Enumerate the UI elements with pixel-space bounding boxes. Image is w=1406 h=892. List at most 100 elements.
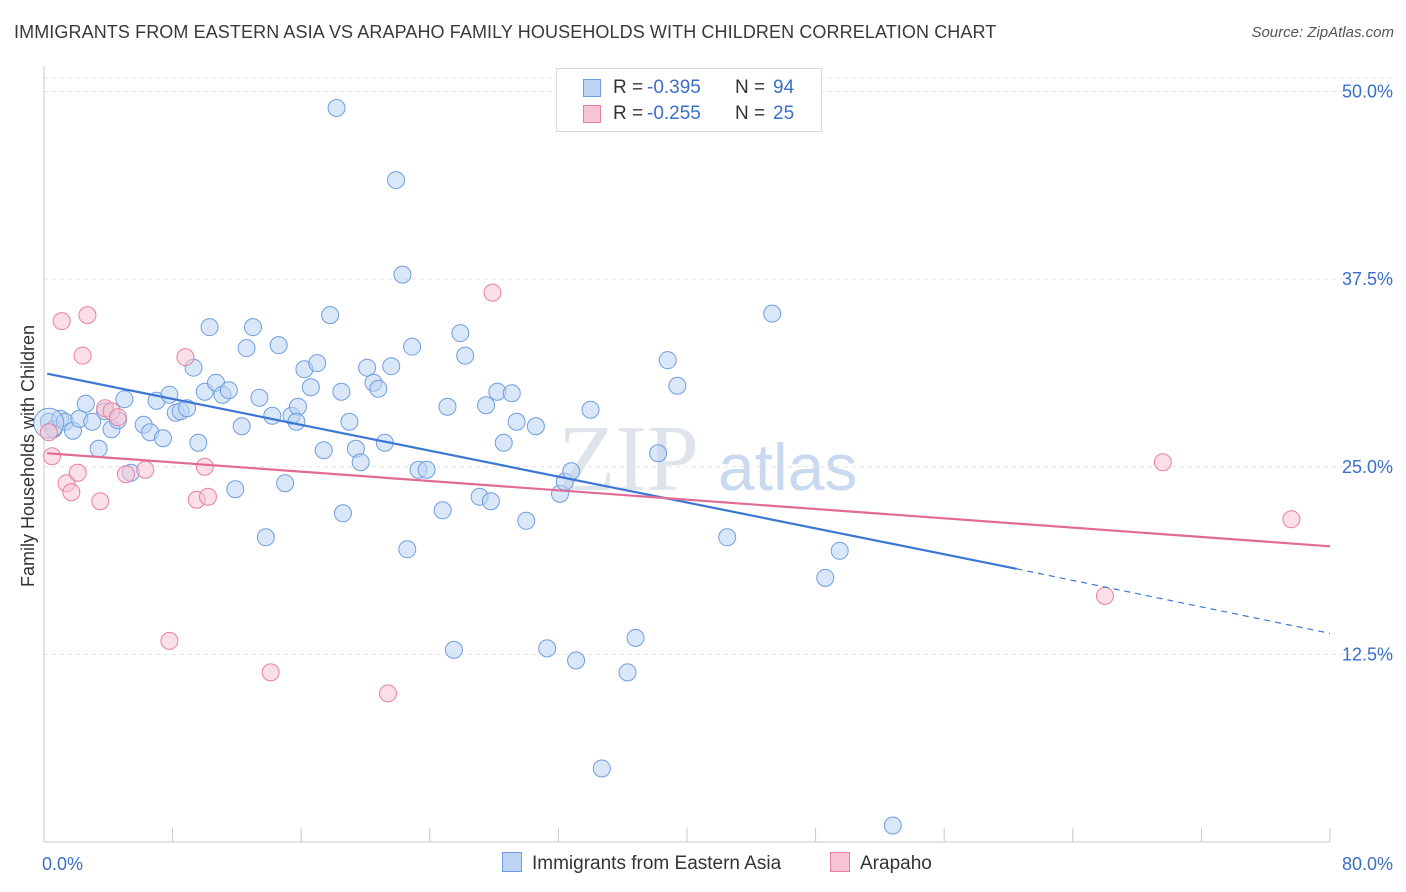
data-point bbox=[108, 408, 127, 427]
data-point bbox=[567, 651, 586, 670]
data-point bbox=[115, 390, 134, 409]
trend-line-immigrants-extension bbox=[1016, 568, 1331, 634]
bottom-legend-label-arapaho: Arapaho bbox=[860, 853, 932, 874]
data-point bbox=[718, 528, 737, 547]
data-point bbox=[232, 417, 251, 436]
legend-r-label: R = bbox=[613, 77, 644, 98]
x-tick-label-max: 80.0% bbox=[1342, 854, 1393, 874]
legend-r-value: -0.395 bbox=[647, 77, 701, 98]
legend-swatch-pink bbox=[583, 105, 601, 123]
data-point bbox=[39, 423, 58, 442]
data-point bbox=[160, 631, 179, 650]
data-point bbox=[830, 541, 849, 560]
watermark: ZIP atlas bbox=[558, 407, 857, 511]
data-point bbox=[592, 759, 611, 778]
data-point bbox=[517, 511, 536, 530]
data-point bbox=[883, 816, 902, 835]
data-point bbox=[340, 412, 359, 431]
y-tick-label: 25.0% bbox=[1342, 457, 1393, 477]
data-point bbox=[403, 337, 422, 356]
data-point bbox=[763, 304, 782, 323]
data-point bbox=[649, 444, 668, 463]
x-tick-label-min: 0.0% bbox=[42, 854, 83, 874]
gridlines bbox=[44, 77, 1392, 655]
data-point bbox=[52, 312, 71, 331]
data-point bbox=[160, 385, 179, 404]
data-point bbox=[387, 171, 406, 190]
legend-swatch-blue bbox=[583, 79, 601, 97]
data-point bbox=[438, 397, 457, 416]
data-point bbox=[261, 663, 280, 682]
trend-lines bbox=[46, 372, 1331, 634]
data-point bbox=[62, 483, 81, 502]
data-point bbox=[263, 406, 282, 425]
data-point bbox=[333, 504, 352, 523]
bottom-legend-swatch-pink bbox=[830, 852, 850, 872]
data-point bbox=[76, 394, 95, 413]
data-point bbox=[618, 663, 637, 682]
legend-n-label: N = bbox=[735, 77, 766, 98]
data-point bbox=[200, 318, 219, 337]
data-point bbox=[1153, 453, 1172, 472]
watermark-zip: ZIP bbox=[558, 407, 699, 511]
legend-r-value: -0.255 bbox=[647, 103, 701, 124]
data-point bbox=[276, 474, 295, 493]
data-point bbox=[301, 378, 320, 397]
source-credit: Source: ZipAtlas.com bbox=[1251, 24, 1394, 41]
data-point bbox=[178, 399, 197, 418]
data-point bbox=[477, 396, 496, 415]
y-tick-label: 37.5% bbox=[1342, 269, 1393, 289]
bottom-legend-arapaho: Arapaho bbox=[830, 852, 932, 875]
data-point bbox=[507, 412, 526, 431]
bottom-legend-swatch-blue bbox=[502, 852, 522, 872]
data-point bbox=[83, 412, 102, 431]
y-axis-title: Family Households with Children bbox=[18, 325, 38, 587]
data-point bbox=[198, 487, 217, 506]
data-point bbox=[444, 640, 463, 659]
data-point bbox=[43, 447, 62, 466]
data-point bbox=[189, 433, 208, 452]
data-point bbox=[269, 336, 288, 355]
trend-line-immigrants bbox=[46, 372, 1017, 570]
data-point bbox=[451, 324, 470, 343]
data-point bbox=[1095, 586, 1114, 605]
data-point bbox=[456, 346, 475, 365]
trend-line-arapaho bbox=[47, 452, 1331, 548]
data-point bbox=[314, 441, 333, 460]
data-point bbox=[327, 99, 346, 118]
data-point bbox=[91, 492, 110, 511]
data-point bbox=[581, 400, 600, 419]
data-point bbox=[538, 639, 557, 658]
data-point bbox=[417, 460, 436, 479]
data-point bbox=[136, 460, 155, 479]
data-point bbox=[358, 358, 377, 377]
data-point bbox=[351, 453, 370, 472]
data-point bbox=[481, 492, 500, 511]
data-point bbox=[398, 540, 417, 559]
data-point bbox=[250, 388, 269, 407]
legend-n-label: N = bbox=[735, 103, 766, 124]
data-point bbox=[321, 306, 340, 325]
data-point bbox=[526, 417, 545, 436]
data-point bbox=[483, 283, 502, 302]
data-point bbox=[226, 480, 245, 499]
data-point bbox=[176, 348, 195, 367]
data-point bbox=[308, 354, 327, 373]
y-tick-label: 50.0% bbox=[1342, 82, 1393, 102]
data-point bbox=[243, 318, 262, 337]
data-point bbox=[153, 429, 172, 448]
data-point bbox=[237, 339, 256, 358]
data-point bbox=[288, 397, 307, 416]
data-point bbox=[626, 628, 645, 647]
data-point bbox=[78, 306, 97, 325]
data-point bbox=[393, 265, 412, 284]
data-point bbox=[502, 384, 521, 403]
data-point bbox=[219, 381, 238, 400]
data-point bbox=[379, 684, 398, 703]
data-point bbox=[668, 376, 687, 395]
data-point bbox=[658, 351, 677, 370]
bottom-legend-immigrants: Immigrants from Eastern Asia bbox=[502, 852, 781, 875]
data-point bbox=[195, 457, 214, 476]
legend-n-value: 94 bbox=[773, 77, 795, 98]
data-point bbox=[369, 379, 388, 398]
